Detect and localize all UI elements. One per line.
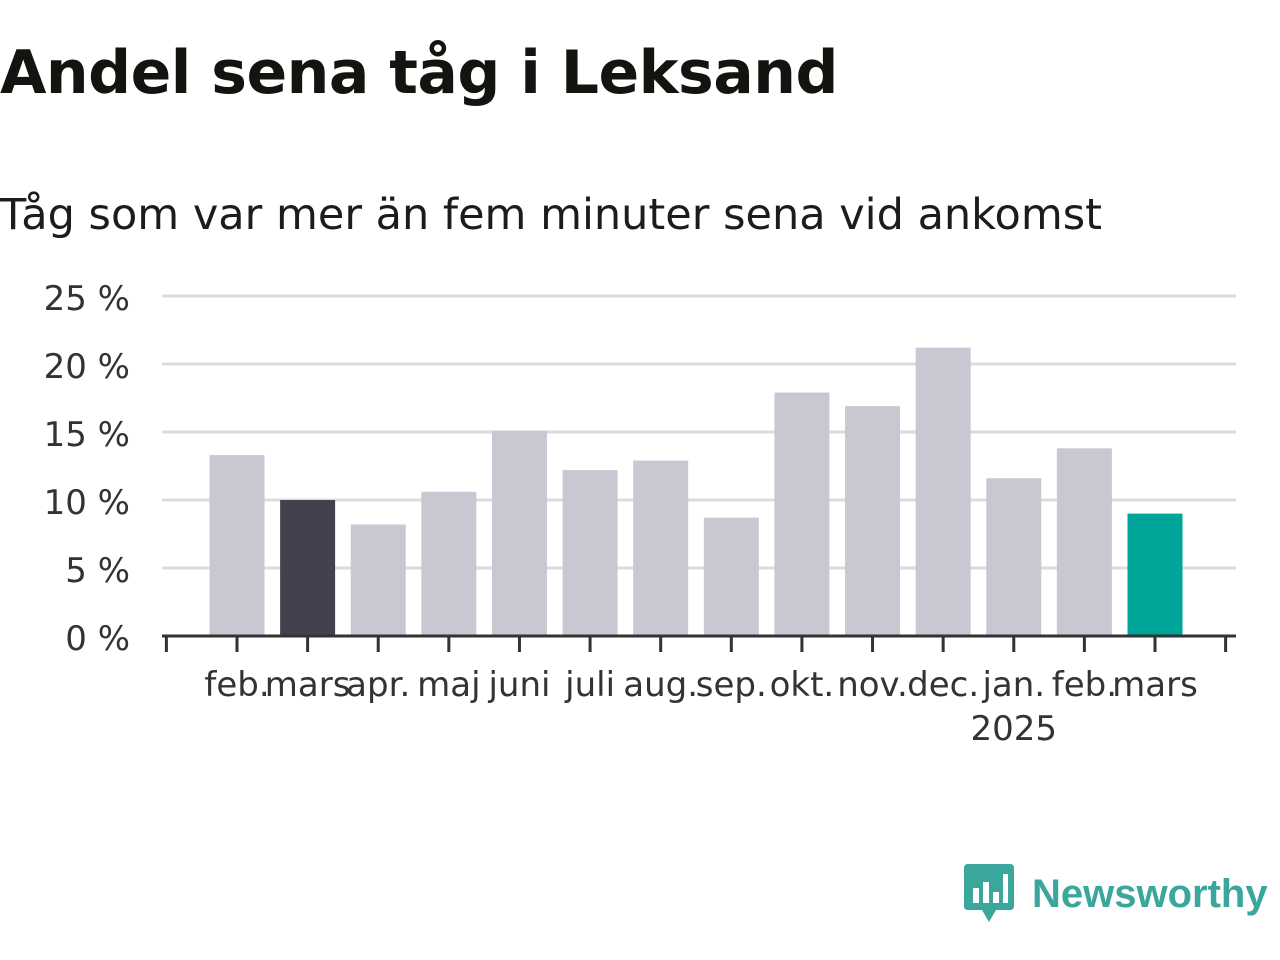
bar bbox=[1127, 513, 1183, 636]
bar bbox=[562, 470, 618, 636]
x-year-label: 2025 bbox=[971, 709, 1058, 749]
x-axis bbox=[162, 634, 1236, 652]
x-tick-label: maj bbox=[417, 665, 480, 705]
chart-title: Andel sena tåg i Leksand bbox=[0, 38, 838, 108]
bars bbox=[209, 347, 1183, 636]
y-tick-label: 5 % bbox=[65, 551, 130, 591]
x-tick-label: mars bbox=[1112, 665, 1198, 705]
bar bbox=[1056, 448, 1112, 636]
x-tick-label: okt. bbox=[770, 665, 835, 705]
x-tick-label: aug. bbox=[623, 665, 698, 705]
bar bbox=[350, 524, 406, 636]
x-tick-label: jan. bbox=[981, 665, 1045, 705]
brand-name: Newsworthy bbox=[1032, 872, 1268, 916]
x-tick-label: mars bbox=[265, 665, 351, 705]
bar bbox=[703, 517, 759, 636]
newsworthy-logo: Newsworthy bbox=[964, 864, 1268, 924]
bar bbox=[421, 491, 477, 636]
y-tick-label: 15 % bbox=[44, 415, 130, 455]
x-tick-label: apr. bbox=[346, 665, 410, 705]
bar bbox=[209, 455, 265, 636]
bar bbox=[633, 460, 689, 636]
y-tick-label: 20 % bbox=[44, 347, 130, 387]
y-tick-label: 0 % bbox=[65, 619, 130, 659]
x-tick-label: sep. bbox=[696, 665, 767, 705]
y-axis-ticks: 0 % 5 % 10 % 15 % 20 % 25 % bbox=[44, 279, 130, 659]
newsworthy-chart-bubble-icon bbox=[964, 864, 1014, 922]
chart-subtitle: Tåg som var mer än fem minuter sena vid … bbox=[0, 190, 1103, 240]
x-tick-label: juni bbox=[487, 665, 550, 705]
x-tick-label: feb. bbox=[1052, 665, 1117, 705]
bar bbox=[915, 347, 971, 636]
x-tick-label: feb. bbox=[204, 665, 269, 705]
bar bbox=[986, 478, 1042, 636]
bar bbox=[774, 392, 830, 636]
y-tick-label: 25 % bbox=[44, 279, 130, 319]
y-tick-label: 10 % bbox=[44, 483, 130, 523]
bar bbox=[491, 430, 547, 636]
x-tick-label: dec. bbox=[907, 665, 979, 705]
x-tick-label: juli bbox=[564, 665, 615, 705]
x-tick-label: nov. bbox=[837, 665, 908, 705]
bar bbox=[845, 406, 901, 636]
bar bbox=[280, 500, 336, 636]
